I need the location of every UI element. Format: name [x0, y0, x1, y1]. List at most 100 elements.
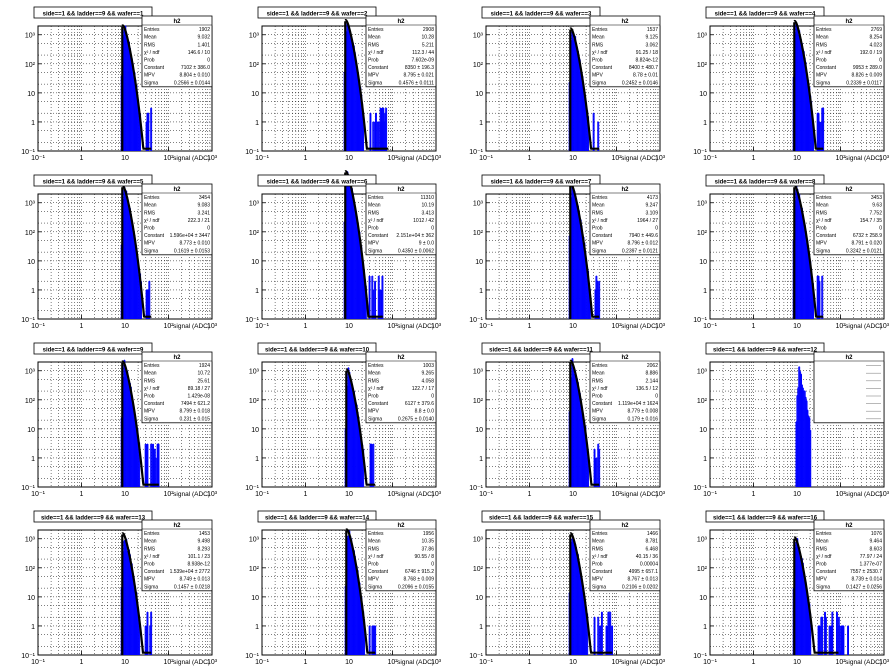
stats-value: 9 ± 0.0 [419, 241, 434, 247]
stats-key: Sigma [368, 584, 382, 590]
x-tick-label: 10⁻¹ [479, 659, 493, 666]
y-tick-label: 10 [699, 259, 707, 266]
x-tick-label: 10³ [431, 659, 442, 666]
stats-key: RMS [144, 42, 156, 48]
pad-title: side==1 && ladder==9 && wafer==4 [715, 12, 816, 18]
x-axis-label: signal (ADC) [621, 659, 658, 666]
stats-key: Prob [144, 562, 155, 568]
stats-key: Constant [816, 65, 837, 71]
stats-key: χ² / ndf [144, 218, 160, 224]
stats-box [589, 519, 661, 592]
stats-title: h2 [397, 187, 405, 193]
stats-key: MPV [368, 577, 380, 583]
y-tick-label: 10 [699, 427, 707, 434]
stats-value: 9.125 [645, 35, 658, 41]
fit-curve [793, 19, 824, 150]
x-tick-label: 10⁻¹ [31, 659, 45, 666]
stats-key: Prob [816, 58, 827, 64]
pad-title-box [257, 6, 377, 19]
stats-value: 7.602e-09 [411, 58, 434, 64]
x-axis-label: signal (ADC) [397, 659, 434, 666]
stats-key: χ² / ndf [816, 218, 832, 224]
stats-key: Entries [144, 363, 160, 369]
x-tick-label: 10³ [207, 659, 218, 666]
fit-curve [121, 532, 152, 654]
pad-title-box [705, 510, 825, 523]
x-tick-label: 10² [387, 659, 398, 666]
stats-key: RMS [816, 546, 828, 552]
stats-key: Prob [592, 562, 603, 568]
stats-key: Constant [368, 233, 389, 239]
stats-key: Constant [144, 569, 165, 575]
histogram [795, 366, 812, 487]
stats-value: 1537 [647, 27, 658, 33]
y-tick-label: 1 [255, 624, 259, 631]
y-tick-label: 10³ [473, 537, 484, 544]
stats-key: RMS [592, 42, 604, 48]
stats-value: 8400 ± 480.7 [629, 65, 658, 71]
y-tick-label: 10⁻¹ [469, 653, 483, 660]
stats-key: Prob [592, 58, 603, 64]
stats-value: 9.498 [197, 539, 210, 545]
stats-key: Prob [816, 226, 827, 232]
stats-value: 40.15 / 36 [636, 554, 658, 560]
x-axis-label: signal (ADC) [845, 659, 882, 666]
x-tick-label: 10² [835, 491, 846, 498]
y-tick-label: 1 [255, 288, 259, 295]
x-tick-label: 10² [163, 491, 174, 498]
stats-key: Entries [368, 27, 384, 33]
stats-value: 6127 ± 379.6 [405, 401, 434, 407]
x-tick-label: 10³ [207, 155, 218, 162]
stats-key: χ² / ndf [592, 554, 608, 560]
stats-value: 10.28 [421, 35, 434, 41]
y-tick-label: 10³ [249, 201, 260, 208]
y-tick-label: 1 [703, 624, 707, 631]
stats-key: Prob [592, 226, 603, 232]
stats-value: 0.2106 ± 0.0202 [622, 584, 658, 590]
pad-title: side==1 && ladder==9 && wafer==3 [491, 12, 592, 18]
fit-curve [121, 185, 152, 318]
stats-key: RMS [144, 546, 156, 552]
stats-key: Mean [144, 203, 157, 209]
stats-value: 8.779 ± 0.008 [627, 409, 658, 415]
stats-key: Entries [368, 195, 384, 201]
stats-key: Constant [368, 65, 389, 71]
y-tick-label: 1 [703, 456, 707, 463]
stats-value: 77.97 / 24 [860, 554, 882, 560]
stats-value: 2062 [647, 363, 658, 369]
x-tick-label: 10³ [431, 323, 442, 330]
stats-value: 146.6 / 10 [188, 50, 210, 56]
x-tick-label: 10² [387, 323, 398, 330]
pad-title: side==1 && ladder==9 && wafer==14 [265, 516, 370, 522]
y-tick-label: 10⁻¹ [245, 149, 259, 156]
stats-key: Constant [368, 569, 389, 575]
y-tick-label: 1 [31, 288, 35, 295]
stats-title: h2 [397, 523, 405, 529]
stats-value: 0.179 ± 0.016 [627, 416, 658, 422]
stats-value: 6732 ± 258.9 [853, 233, 882, 239]
y-tick-label: 10⁻¹ [469, 149, 483, 156]
stats-value: 0.231 ± 0.015 [179, 416, 210, 422]
stats-value: 0 [655, 394, 658, 400]
stats-value: 3.109 [645, 210, 658, 216]
x-tick-label: 10² [611, 659, 622, 666]
stats-value: 101.1 / 23 [188, 554, 210, 560]
x-tick-label: 10³ [655, 323, 666, 330]
stats-key: RMS [592, 210, 604, 216]
y-tick-label: 10³ [697, 537, 708, 544]
stats-value: 8.78 ± 0.01 [633, 73, 658, 79]
y-tick-label: 10² [249, 230, 260, 237]
stats-value: 2769 [871, 27, 882, 33]
y-tick-label: 10 [251, 427, 259, 434]
x-tick-label: 10 [345, 155, 353, 162]
stats-value: 5.211 [422, 42, 434, 48]
stats-key: Sigma [592, 248, 606, 254]
stats-value: 8.254 [869, 35, 882, 41]
y-tick-label: 10 [251, 259, 259, 266]
stats-box [589, 351, 661, 424]
stats-value: 8.603 [869, 546, 882, 552]
